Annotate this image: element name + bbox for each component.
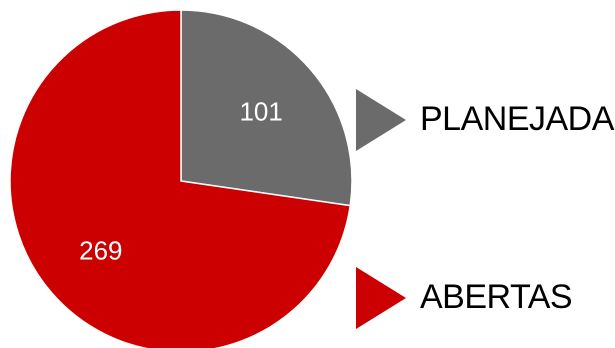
legend-label-abertas: ABERTAS	[420, 278, 573, 316]
pie-slice-planejadas	[180, 9, 353, 207]
pie-slice-abertas	[9, 9, 352, 348]
legend-label-planejadas: PLANEJADAS	[420, 100, 615, 138]
legend-marker-planejadas	[356, 89, 406, 151]
data-label-abertas: 269	[79, 235, 122, 265]
legend-marker-abertas	[356, 267, 406, 329]
data-label-planejadas: 101	[239, 97, 282, 127]
